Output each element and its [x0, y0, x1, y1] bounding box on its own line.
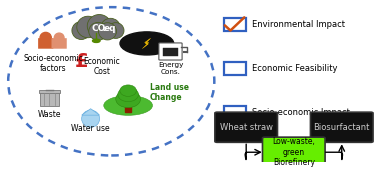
Ellipse shape	[104, 96, 152, 115]
FancyBboxPatch shape	[163, 48, 178, 56]
Text: Energy
Cons.: Energy Cons.	[158, 62, 183, 75]
Ellipse shape	[118, 87, 138, 102]
Ellipse shape	[40, 32, 51, 43]
Ellipse shape	[82, 110, 100, 127]
Text: Environmental Impact: Environmental Impact	[252, 20, 345, 29]
FancyBboxPatch shape	[215, 112, 277, 142]
FancyBboxPatch shape	[224, 62, 246, 75]
Text: Wheat straw: Wheat straw	[220, 123, 273, 132]
FancyBboxPatch shape	[52, 38, 67, 49]
Ellipse shape	[101, 18, 120, 37]
FancyBboxPatch shape	[39, 90, 60, 93]
Ellipse shape	[107, 23, 124, 38]
Ellipse shape	[99, 23, 116, 40]
Ellipse shape	[77, 16, 99, 38]
Text: Economic Feasibility: Economic Feasibility	[252, 64, 337, 73]
Ellipse shape	[54, 33, 64, 42]
FancyBboxPatch shape	[38, 38, 53, 49]
Text: Water use: Water use	[71, 124, 110, 133]
FancyBboxPatch shape	[40, 92, 59, 106]
Text: Low-waste,
green
Biorefinery: Low-waste, green Biorefinery	[272, 137, 315, 167]
Text: Socio-economic
factors: Socio-economic factors	[23, 54, 83, 73]
Circle shape	[120, 32, 174, 55]
Ellipse shape	[72, 22, 91, 39]
Circle shape	[93, 39, 100, 42]
Text: Biosurfactant: Biosurfactant	[314, 123, 370, 132]
Text: 2: 2	[102, 27, 107, 32]
Text: Economic
Cost: Economic Cost	[84, 57, 120, 76]
FancyBboxPatch shape	[310, 112, 373, 142]
FancyBboxPatch shape	[224, 106, 246, 119]
FancyBboxPatch shape	[125, 102, 131, 112]
Ellipse shape	[89, 22, 107, 40]
Polygon shape	[143, 38, 150, 49]
FancyBboxPatch shape	[224, 18, 246, 31]
Text: Socio-economic Impact: Socio-economic Impact	[252, 108, 350, 117]
Text: CO: CO	[91, 24, 106, 33]
FancyBboxPatch shape	[159, 43, 182, 60]
Text: Waste: Waste	[38, 109, 61, 118]
Ellipse shape	[116, 90, 141, 108]
Ellipse shape	[87, 14, 111, 37]
Text: Land use
Change: Land use Change	[150, 83, 189, 102]
Polygon shape	[82, 109, 100, 115]
Text: eq: eq	[104, 24, 116, 33]
Ellipse shape	[120, 85, 136, 96]
FancyBboxPatch shape	[262, 137, 325, 167]
Text: £: £	[74, 53, 88, 71]
